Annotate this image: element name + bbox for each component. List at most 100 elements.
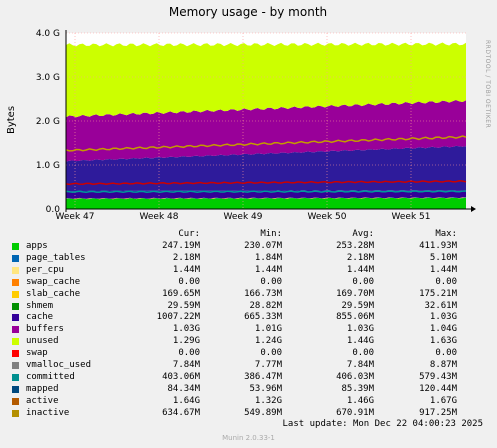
x-tick-label: Week 48 [140, 212, 179, 222]
legend-label: slab_cache [26, 288, 81, 299]
legend-min: 386.47M [244, 371, 282, 382]
stacked-areas [66, 42, 466, 209]
legend-label: cache [26, 312, 54, 323]
legend-min: 549.89M [244, 407, 282, 418]
legend-cur: 29.59M [167, 300, 200, 311]
legend-min: 53.96M [249, 383, 282, 394]
y-ticks: 0.0 1.0 G 2.0 G 3.0 G 4.0 G [36, 29, 60, 215]
legend-row-apps: apps 247.19M 230.07M 253.28M 411.93M [0, 241, 497, 253]
legend-row-vmalloc-used: vmalloc_used 7.84M 7.77M 7.84M 8.87M [0, 360, 497, 372]
legend-max: 8.87M [429, 360, 457, 370]
legend-label: inactive [26, 407, 70, 418]
area-cache [66, 145, 466, 192]
legend-avg: 2.18M [346, 252, 374, 263]
legend-swatch [12, 338, 19, 346]
legend-swatch [12, 362, 19, 369]
y-tick-label: 4.0 G [36, 29, 60, 39]
legend-label: page_tables [26, 252, 86, 263]
legend-min: 166.73M [244, 288, 282, 299]
legend-min: 1.44M [254, 264, 282, 275]
legend-min: 1.24G [254, 336, 282, 347]
legend-swatch [12, 373, 19, 381]
y-tick-label: 1.0 G [36, 161, 60, 171]
area-slab-cache [66, 190, 466, 199]
legend-row-cache: cache 1007.22M 665.33M 855.06M 1.03G [0, 312, 497, 324]
legend-row-swap: swap 0.00 0.00 0.00 0.00 [0, 348, 497, 360]
header-avg: Avg: [352, 229, 374, 239]
legend-swatch [12, 350, 19, 358]
y-tick-label: 3.0 G [36, 73, 60, 83]
x-tick-label: Week 51 [392, 212, 431, 222]
legend-cur: 1.29G [172, 336, 200, 347]
legend-row-buffers: buffers 1.03G 1.01G 1.03G 1.04G [0, 324, 497, 336]
legend-cur: 1.03G [172, 324, 200, 335]
legend-avg: 670.91M [336, 407, 374, 418]
legend-cur: 247.19M [162, 241, 200, 251]
legend-avg: 1.03G [346, 324, 374, 335]
legend-cur: 0.00 [178, 276, 200, 287]
legend-label: shmem [26, 300, 54, 311]
legend-max: 1.44M [429, 264, 457, 275]
legend-max: 5.10M [429, 252, 457, 263]
header-cur: Cur: [178, 229, 200, 239]
legend-row-per-cpu: per_cpu 1.44M 1.44M 1.44M 1.44M [0, 265, 497, 277]
x-tick-label: Week 47 [56, 212, 95, 222]
legend-swatch [12, 278, 19, 286]
legend-max: 1.03G [429, 312, 457, 323]
legend-label: swap_cache [26, 276, 81, 287]
legend-swatch [12, 397, 19, 405]
legend-swatch [12, 243, 19, 250]
legend-label: committed [26, 371, 75, 382]
legend-cur: 1.64G [172, 395, 200, 406]
header-max: Max: [435, 229, 457, 239]
legend-avg: 169.70M [336, 288, 374, 299]
legend-avg: 85.39M [341, 383, 374, 394]
x-ticks: Week 47 Week 48 Week 49 Week 50 Week 51 [56, 212, 431, 222]
area-page-tables [66, 197, 466, 200]
legend-max: 1.67G [429, 395, 457, 406]
legend-label: vmalloc_used [26, 360, 92, 370]
legend-cur: 1007.22M [156, 312, 200, 323]
line-committed [65, 190, 466, 194]
legend-row-slab-cache: slab_cache 169.65M 166.73M 169.70M 175.21M [0, 289, 497, 301]
chart-title: Memory usage - by month [169, 5, 327, 19]
legend-swatch [12, 385, 19, 393]
legend-label: per_cpu [26, 264, 64, 275]
x-tick-label: Week 50 [308, 212, 347, 222]
legend-row-unused: unused 1.29G 1.24G 1.44G 1.63G [0, 336, 497, 348]
y-axis-label: Bytes [6, 106, 17, 134]
legend-swatch [12, 266, 19, 274]
legend-min: 0.00 [260, 348, 282, 359]
legend-cur: 1.44M [172, 264, 200, 275]
legend-max: 1.63G [429, 336, 457, 347]
legend-avg: 1.44G [346, 336, 374, 347]
legend-swatch [12, 314, 19, 322]
grid-lines [66, 32, 466, 209]
legend-row-active: active 1.64G 1.32G 1.46G 1.67G [0, 396, 497, 408]
legend-swatch [12, 326, 19, 334]
legend-label: active [26, 395, 59, 406]
legend-cur: 169.65M [162, 288, 200, 299]
legend-row-inactive: inactive 634.67M 549.89M 670.91M 917.25M [0, 408, 497, 420]
area-swap-cache [66, 197, 466, 200]
line-active [65, 135, 467, 152]
legend-row-page-tables: page_tables 2.18M 1.84M 2.18M 5.10M [0, 253, 497, 265]
x-tick-label: Week 49 [224, 212, 263, 222]
legend-max: 175.21M [419, 288, 457, 299]
legend-max: 1.04G [429, 324, 457, 335]
legend-row-committed: committed 403.06M 386.47M 406.03M 579.43M [0, 372, 497, 384]
legend-cur: 403.06M [162, 371, 200, 382]
legend-row-mapped: mapped 84.34M 53.96M 85.39M 120.44M [0, 384, 497, 396]
legend-row-shmem: shmem 29.59M 28.82M 29.59M 32.61M [0, 301, 497, 313]
legend-avg: 0.00 [352, 276, 374, 287]
legend-cur: 7.84M [172, 360, 200, 370]
legend-max: 917.25M [419, 407, 457, 418]
rrdtool-credit: RRDTOOL / TOBI OETIKER [484, 40, 491, 128]
y-tick-label: 0.0 [46, 205, 61, 215]
line-inactive [65, 180, 467, 186]
legend-max: 32.61M [424, 300, 457, 311]
area-per-cpu [66, 197, 466, 200]
legend-max: 120.44M [419, 383, 457, 394]
area-unused [66, 42, 466, 118]
